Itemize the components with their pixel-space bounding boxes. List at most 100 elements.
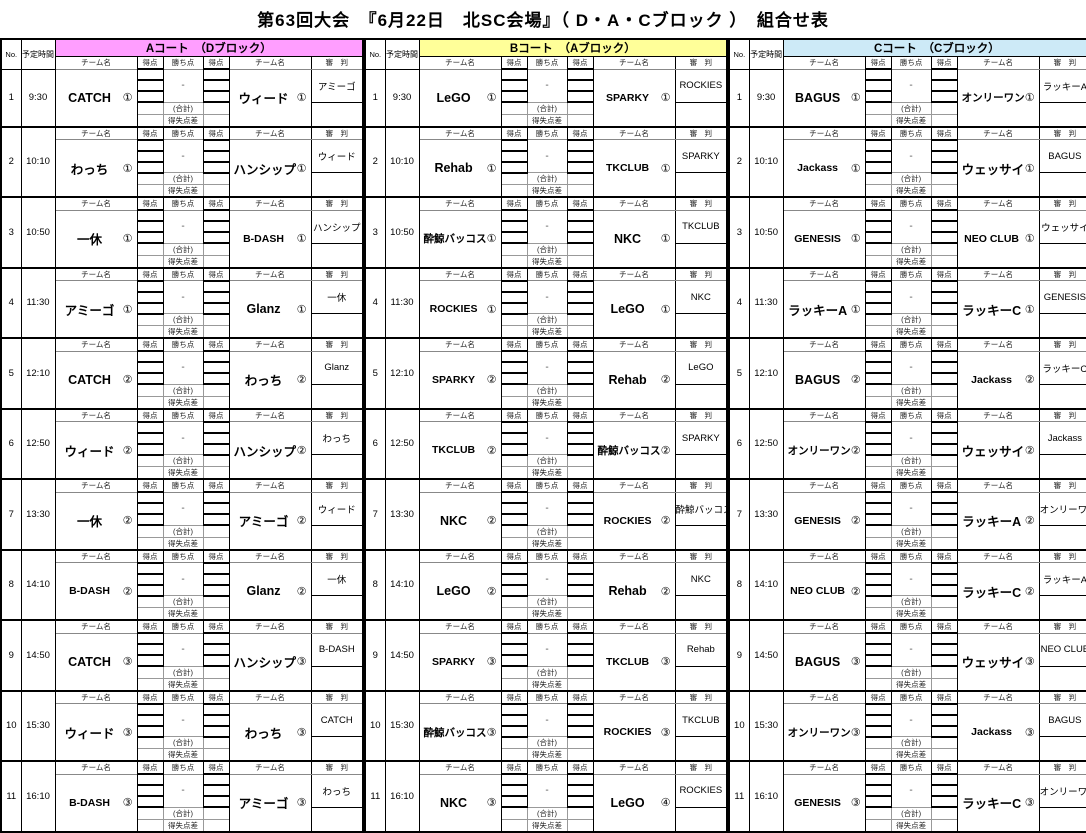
- score-box: [566, 279, 594, 293]
- sub-header-team: チーム名: [418, 549, 502, 563]
- referee-empty-cell: [674, 595, 728, 620]
- total-label: (合計): [890, 806, 932, 820]
- referee-name: NEO CLUB: [1038, 633, 1086, 667]
- sub-header-score: 得点: [566, 126, 594, 140]
- score-box: [864, 372, 892, 385]
- match-time: 10:10: [384, 126, 420, 198]
- score-box: [500, 138, 528, 152]
- goal-diff-cell: [136, 466, 164, 480]
- score-box: [136, 138, 164, 152]
- score-box: [500, 702, 528, 716]
- win-points-dash: -: [526, 210, 568, 243]
- sub-header-referee: 審 判: [1038, 549, 1086, 563]
- goal-diff-cell: [136, 536, 164, 550]
- sub-header-score: 得点: [566, 338, 594, 352]
- score-box: [500, 209, 528, 222]
- sub-header-team: チーム名: [782, 479, 866, 493]
- score-box: [864, 583, 892, 597]
- score-box: [202, 301, 230, 315]
- goal-diff-cell: [202, 395, 230, 409]
- sub-header-score: 得点: [864, 338, 892, 352]
- score-box: [136, 301, 164, 315]
- score-box: [864, 279, 892, 293]
- goal-diff-cell: [136, 254, 164, 268]
- win-points-dash: -: [890, 210, 932, 243]
- team-away-name: NEO CLUB: [964, 232, 1020, 245]
- team-home-name: LeGO: [436, 584, 471, 598]
- score-box: [864, 513, 892, 526]
- match-no: 3: [0, 196, 22, 268]
- score-box: [864, 572, 892, 586]
- team-away-cell: SPARKY ①: [592, 69, 676, 127]
- sub-header-team: チーム名: [592, 620, 676, 634]
- goal-diff-cell: [136, 607, 164, 621]
- sub-header-team: チーム名: [54, 267, 138, 281]
- team-away-name: Rehab: [608, 584, 647, 598]
- referee-name: ウィード: [310, 139, 364, 173]
- match-block: 10 15:30 チーム名 得点 勝ち点 得点 チーム名審 判酔鯨バッコス ③ - ROCKIES…: [364, 690, 728, 762]
- score-box: [566, 220, 594, 233]
- score-box: [566, 420, 594, 434]
- team-home-number: ②: [850, 444, 861, 457]
- total-score-cell: [864, 383, 892, 397]
- goal-diff-cell: [136, 325, 164, 339]
- team-away-name: Jackass: [971, 373, 1013, 386]
- referee-name: わっち: [310, 774, 364, 808]
- win-points-dash: -: [526, 351, 568, 384]
- score-box: [930, 420, 958, 434]
- goal-diff-cell: [930, 818, 958, 832]
- goal-diff-cell: [202, 818, 230, 832]
- sub-header-team: チーム名: [592, 338, 676, 352]
- score-box: [566, 350, 594, 363]
- sub-header-team: チーム名: [782, 338, 866, 352]
- score-box: [202, 702, 230, 716]
- team-away-number: ②: [296, 444, 307, 457]
- score-box: [864, 68, 892, 81]
- team-away-name: ハンシップ: [233, 656, 297, 670]
- sub-header-score: 得点: [136, 620, 164, 634]
- score-box: [566, 79, 594, 92]
- sub-header-score: 得点: [202, 761, 230, 775]
- team-away-number: ①: [660, 303, 671, 316]
- team-away-number: ①: [660, 92, 671, 104]
- referee-empty-cell: [1038, 595, 1086, 620]
- total-score-cell: [500, 806, 528, 820]
- team-home-name: 酔鯨バッコス: [423, 233, 487, 245]
- team-away-cell: ウェッサイ ②: [956, 421, 1040, 479]
- goal-diff-cell: [864, 748, 892, 762]
- score-box: [136, 431, 164, 445]
- match-no: 2: [728, 126, 750, 198]
- sub-header-referee: 審 判: [1038, 126, 1086, 140]
- team-home-number: ②: [850, 585, 861, 598]
- referee-empty-cell: [1038, 384, 1086, 409]
- score-box: [864, 220, 892, 233]
- referee-name: 酔鯨バッコス: [674, 492, 728, 526]
- goal-diff-label: 得失点差: [162, 748, 204, 762]
- match-time: 13:30: [20, 478, 56, 550]
- total-label: (合計): [890, 736, 932, 749]
- team-home-name: Rehab: [434, 161, 473, 175]
- team-away-name: ウィード: [238, 92, 289, 106]
- sub-header-team: チーム名: [782, 267, 866, 281]
- team-away-cell: ラッキーC ②: [956, 562, 1040, 620]
- sub-header-referee: 審 判: [1038, 831, 1086, 833]
- score-box: [566, 138, 594, 152]
- sub-header-team: チーム名: [228, 690, 312, 704]
- goal-diff-label: 得失点差: [162, 113, 204, 127]
- goal-diff-cell: [864, 818, 892, 832]
- goal-diff-label: 得失点差: [526, 395, 568, 409]
- team-home-number: ②: [122, 585, 133, 598]
- team-away-name: 酔鯨バッコス: [597, 444, 661, 457]
- score-box: [136, 643, 164, 656]
- match-no: 9: [0, 619, 22, 691]
- sub-header-team: チーム名: [956, 56, 1040, 70]
- total-label: (合計): [162, 172, 204, 185]
- team-away-cell: LeGO ①: [592, 280, 676, 338]
- team-away-name: NKC: [614, 231, 642, 246]
- match-block: 7 13:30 チーム名 得点 勝ち点 得点 チーム名審 判一休 ② - アミーゴ ② ウィード (合計…: [0, 478, 364, 550]
- score-box: [202, 431, 230, 445]
- win-points-dash: -: [890, 280, 932, 314]
- referee-empty-cell: [310, 525, 364, 550]
- team-away-number: ①: [296, 92, 307, 104]
- sub-header-referee: 審 判: [310, 479, 364, 493]
